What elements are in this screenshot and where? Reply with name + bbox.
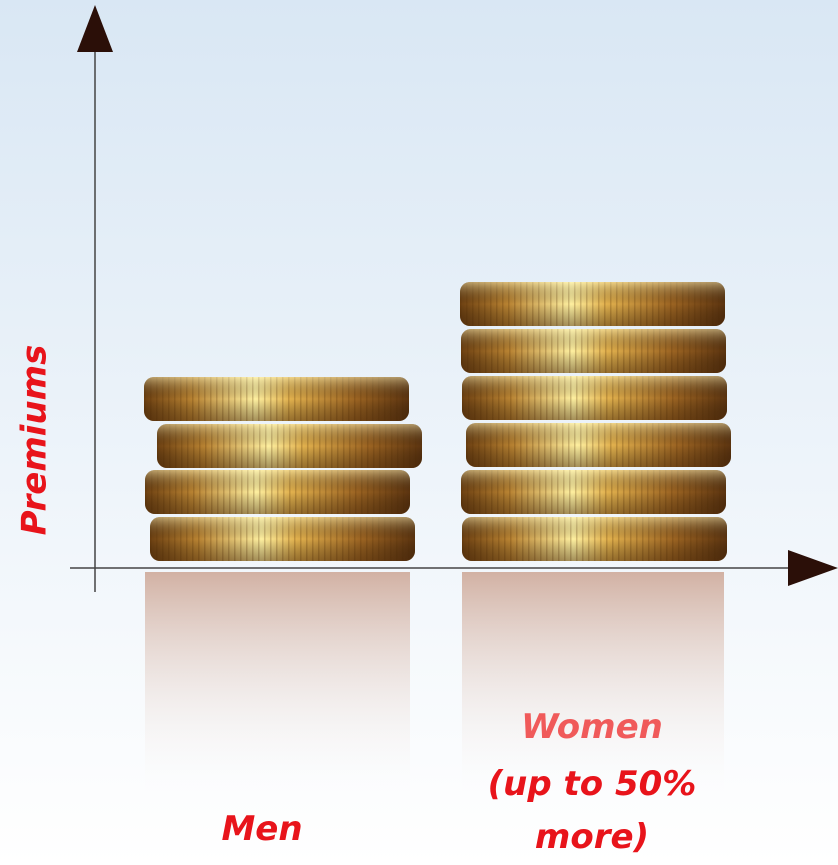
group-label: Women bbox=[521, 707, 663, 747]
coin bbox=[461, 470, 726, 514]
coin bbox=[466, 423, 731, 467]
group-label: (up to 50% bbox=[488, 764, 697, 804]
coin bbox=[462, 517, 727, 561]
group-label: more) bbox=[535, 817, 649, 857]
reflection bbox=[145, 572, 410, 802]
coin bbox=[461, 329, 726, 373]
coin bbox=[460, 282, 725, 326]
coin bbox=[145, 470, 410, 514]
coin bbox=[150, 517, 415, 561]
coin bbox=[462, 376, 727, 420]
group-label: Men bbox=[221, 809, 302, 849]
axis-label: Premiums bbox=[15, 345, 55, 536]
illustration: Premiums Men Women (up to 50% more) bbox=[0, 0, 838, 865]
page: Premiums Men Women (up to 50% more) (() … bbox=[0, 0, 838, 865]
coin bbox=[144, 377, 409, 421]
coin bbox=[157, 424, 422, 468]
